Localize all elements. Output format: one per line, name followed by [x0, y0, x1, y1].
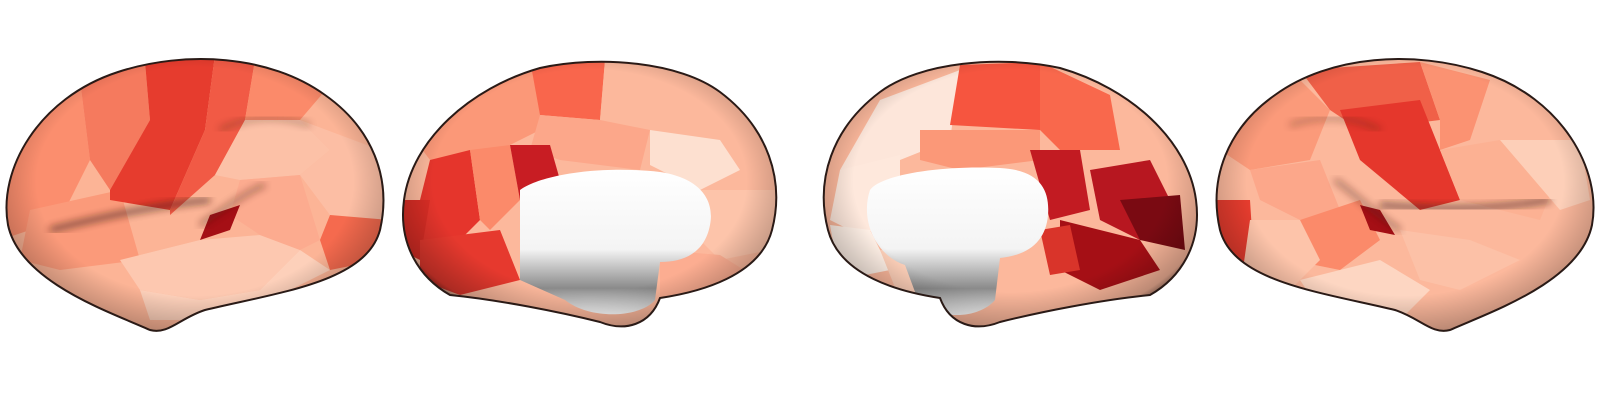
right-lateral-view [1215, 58, 1595, 332]
left-lateral-view [5, 58, 385, 332]
right-medial-view [822, 60, 1198, 328]
left-medial-view [402, 60, 778, 328]
